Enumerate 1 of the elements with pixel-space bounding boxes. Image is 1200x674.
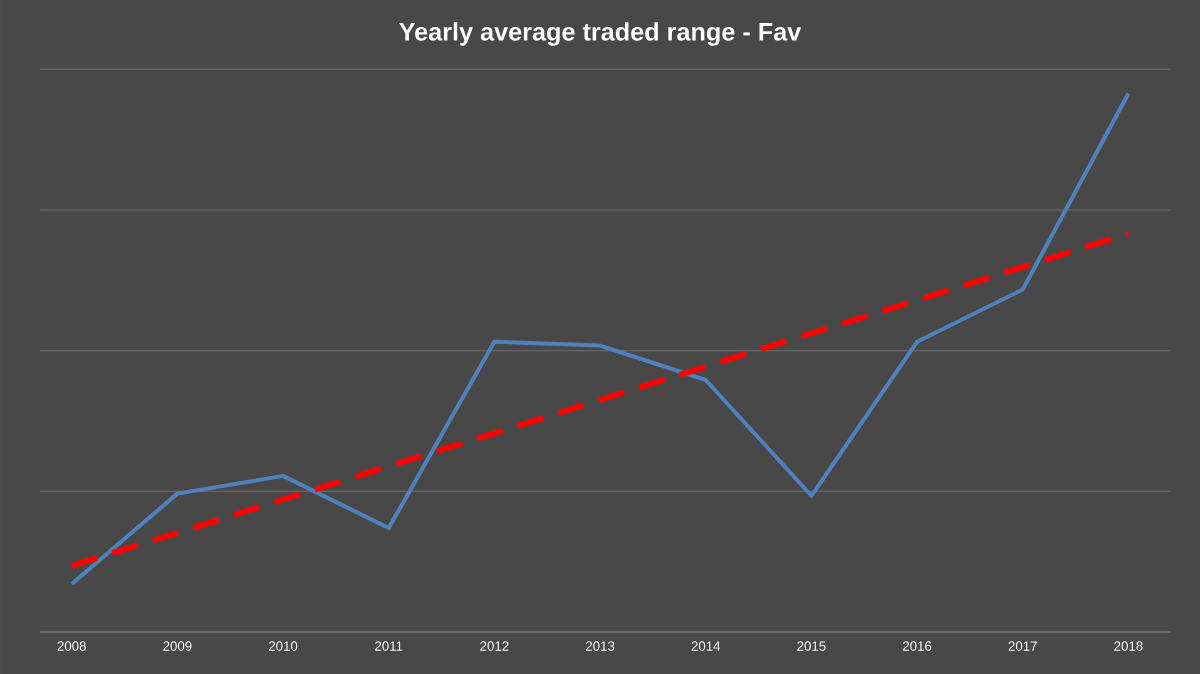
chart-title: Yearly average traded range - Fav: [399, 22, 802, 46]
